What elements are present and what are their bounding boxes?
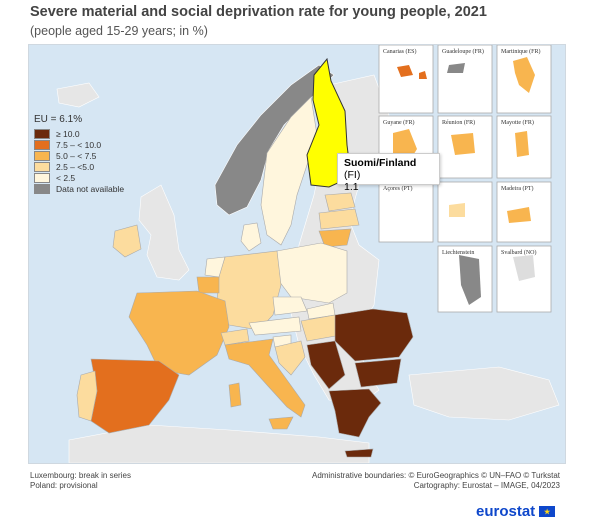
- legend-swatch: [34, 150, 50, 161]
- inset-label-acores: Açores (PT): [383, 185, 413, 192]
- region-estonia[interactable]: [324, 192, 356, 212]
- map-legend: EU = 6.1% ≥ 10.0 7.5 – < 10.0 5.0 – < 7.…: [34, 114, 124, 194]
- eurostat-logo[interactable]: eurostat ★: [476, 503, 556, 520]
- map-title: Severe material and social deprivation r…: [30, 4, 487, 20]
- footer-credits: Administrative boundaries: © EuroGeograp…: [312, 471, 560, 491]
- credit-cartography: Cartography: Eurostat – IMAGE, 04/2023: [413, 481, 560, 490]
- legend-item: Data not available: [34, 183, 124, 194]
- map-panel[interactable]: Canarias (ES) Guadeloupe (FR) Martinique…: [28, 44, 566, 464]
- region-lithuania[interactable]: [318, 228, 352, 248]
- region-czechia[interactable]: [272, 296, 308, 316]
- region-greece[interactable]: [328, 388, 382, 438]
- region-portugal[interactable]: [76, 370, 98, 422]
- region-romania[interactable]: [334, 308, 414, 362]
- tooltip-value: 1.1: [344, 181, 359, 193]
- region-sweden[interactable]: [260, 96, 318, 246]
- country-tooltip: Suomi/Finland (FI) 1.1: [337, 153, 440, 193]
- inset-label-guyane: Guyane (FR): [383, 119, 415, 126]
- region-sicily[interactable]: [268, 416, 294, 430]
- legend-item: 5.0 – < 7.5: [34, 150, 124, 161]
- legend-item: < 2.5: [34, 172, 124, 183]
- logo-text: eurostat: [476, 503, 536, 520]
- region-ireland[interactable]: [112, 224, 142, 258]
- inset-label-madeira: Madeira (PT): [501, 185, 534, 192]
- insets: [378, 45, 552, 313]
- region-poland[interactable]: [276, 242, 348, 304]
- tooltip-code: (FI): [344, 169, 361, 181]
- region-latvia[interactable]: [318, 208, 360, 230]
- north-africa-land: [68, 424, 370, 463]
- legend-label: ≥ 10.0: [56, 128, 80, 139]
- legend-swatch: [34, 161, 50, 172]
- inset-label-mayotte: Mayotte (FR): [501, 119, 534, 126]
- inset-label-reunion: Réunion (FR): [442, 119, 475, 126]
- region-croatia[interactable]: [274, 340, 306, 376]
- europe-map[interactable]: Canarias (ES) Guadeloupe (FR) Martinique…: [29, 45, 565, 463]
- footnote-poland: Poland: provisional: [30, 481, 98, 490]
- region-bulgaria[interactable]: [354, 358, 402, 388]
- eu-flag-icon: ★: [539, 506, 556, 517]
- legend-label: Data not available: [56, 183, 125, 194]
- uk-ireland-land: [138, 184, 190, 281]
- credit-boundaries: Administrative boundaries: © EuroGeograp…: [311, 471, 560, 480]
- legend-item: 2.5 – <5.0: [34, 161, 124, 172]
- region-italy[interactable]: [224, 338, 306, 418]
- legend-label: 5.0 – < 7.5: [56, 150, 97, 161]
- footer-notes: Luxembourg: break in series Poland: prov…: [30, 471, 131, 491]
- footnote-luxembourg: Luxembourg: break in series: [30, 471, 131, 480]
- tooltip-country: Suomi/Finland: [344, 157, 417, 169]
- inset-label-canarias: Canarias (ES): [383, 48, 417, 55]
- region-switzerland[interactable]: [220, 328, 250, 346]
- legend-label: 7.5 – < 10.0: [56, 139, 102, 150]
- legend-swatch: [34, 172, 50, 183]
- legend-item: ≥ 10.0: [34, 128, 124, 139]
- legend-title: EU = 6.1%: [34, 114, 83, 125]
- legend-item: 7.5 – < 10.0: [34, 139, 124, 150]
- legend-swatch: [34, 183, 50, 194]
- region-france[interactable]: [128, 290, 230, 376]
- turkey-land: [408, 366, 560, 421]
- region-serbia[interactable]: [306, 340, 346, 390]
- inset-label-svalbard: Svalbard (NO): [501, 249, 537, 256]
- region-sardinia[interactable]: [228, 382, 242, 408]
- legend-label: 2.5 – <5.0: [56, 161, 95, 172]
- region-crete[interactable]: [344, 448, 374, 458]
- inset-label-martinique: Martinique (FR): [501, 48, 541, 55]
- legend-swatch: [34, 128, 50, 139]
- region-iceland[interactable]: [56, 82, 100, 108]
- inset-label-guadeloupe: Guadeloupe (FR): [442, 48, 484, 55]
- legend-label: < 2.5: [56, 172, 76, 183]
- region-belgium[interactable]: [196, 276, 220, 294]
- map-subtitle: (people aged 15-29 years; in %): [30, 24, 208, 38]
- region-austria[interactable]: [248, 316, 302, 336]
- region-spain[interactable]: [90, 358, 180, 434]
- legend-swatch: [34, 139, 50, 150]
- region-denmark[interactable]: [240, 222, 262, 252]
- inset-label-liechtenstein: Liechtenstein: [442, 250, 474, 256]
